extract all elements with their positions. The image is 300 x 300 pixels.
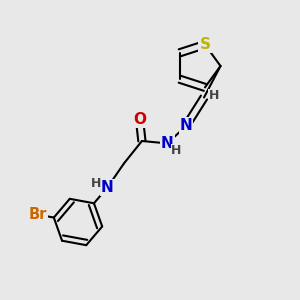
Text: S: S <box>200 37 211 52</box>
Text: O: O <box>133 112 146 127</box>
Text: H: H <box>208 89 219 103</box>
Text: H: H <box>171 144 182 158</box>
Text: N: N <box>101 180 114 195</box>
Text: N: N <box>180 118 192 134</box>
Text: N: N <box>161 136 174 151</box>
Text: H: H <box>91 177 101 190</box>
Text: Br: Br <box>28 207 47 222</box>
